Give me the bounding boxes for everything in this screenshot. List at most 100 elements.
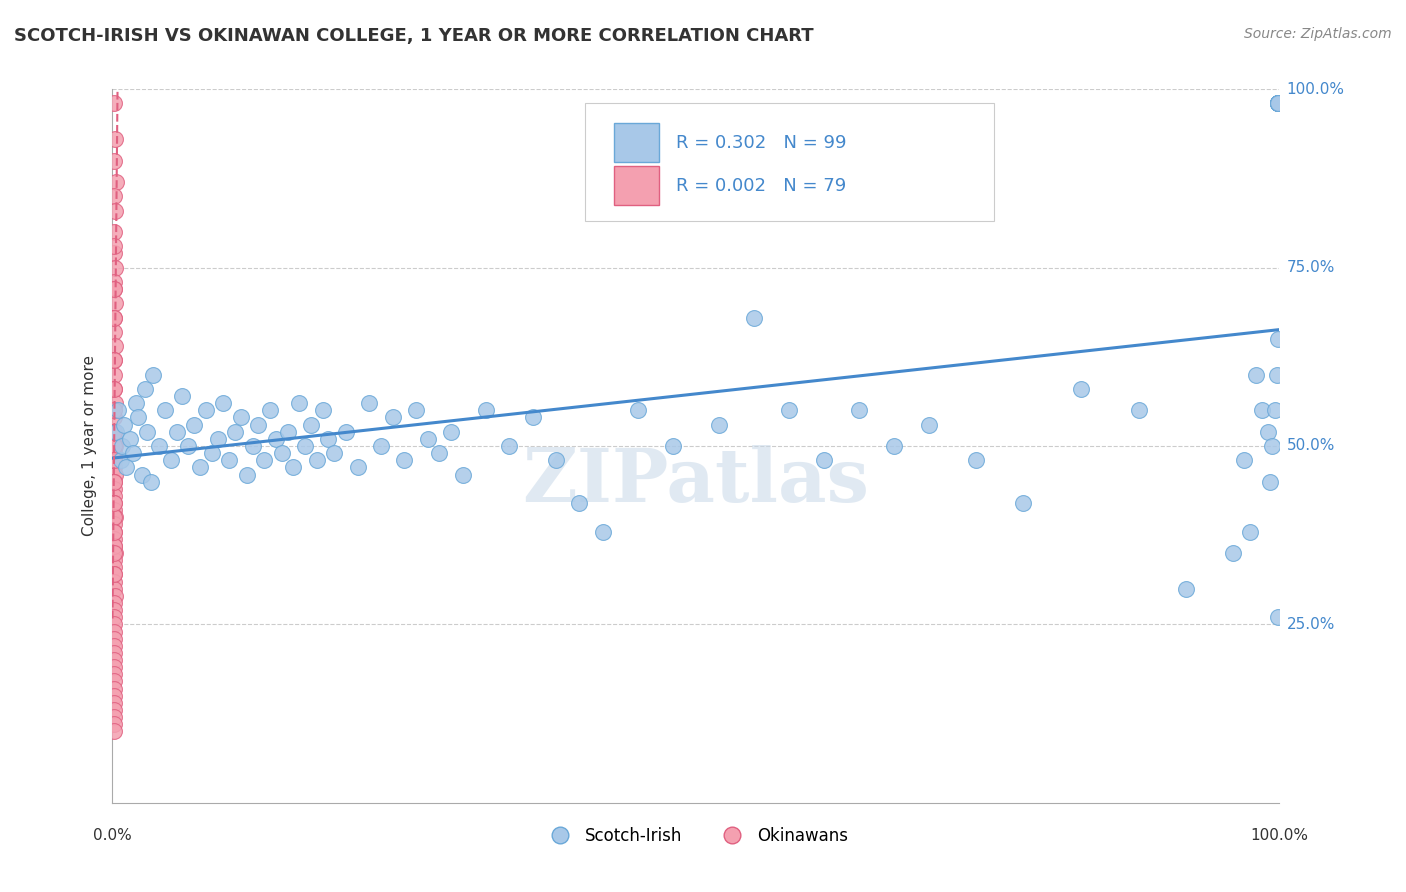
Point [427, 446, 450, 460]
Point [103, 567, 125, 582]
Point [1267, 96, 1289, 111]
Point [160, 453, 183, 467]
Point [142, 368, 165, 382]
Point [235, 467, 257, 482]
Point [1267, 96, 1289, 111]
Point [335, 425, 357, 439]
Point [592, 524, 614, 539]
Point [107, 403, 129, 417]
Point [568, 496, 591, 510]
Point [103, 275, 125, 289]
Point [103, 282, 125, 296]
Point [253, 453, 276, 467]
Point [405, 403, 427, 417]
Point [103, 460, 125, 475]
Point [103, 632, 125, 646]
Point [103, 524, 125, 539]
Point [1070, 382, 1092, 396]
Point [103, 489, 125, 503]
Point [103, 546, 125, 560]
Point [103, 667, 125, 681]
Point [148, 439, 170, 453]
Point [103, 410, 125, 425]
Point [311, 403, 333, 417]
Point [118, 432, 141, 446]
Point [103, 539, 125, 553]
Point [264, 432, 287, 446]
Text: Source: ZipAtlas.com: Source: ZipAtlas.com [1244, 27, 1392, 41]
Point [103, 482, 125, 496]
Point [276, 425, 298, 439]
FancyBboxPatch shape [585, 103, 994, 221]
Point [778, 403, 800, 417]
Point [131, 467, 153, 482]
Point [848, 403, 870, 417]
Point [103, 282, 125, 296]
Point [813, 453, 835, 467]
Point [103, 368, 125, 382]
Point [103, 560, 125, 574]
Text: 0.0%: 0.0% [93, 828, 132, 843]
Point [104, 467, 127, 482]
Point [212, 396, 235, 410]
Point [103, 646, 125, 660]
Point [103, 453, 125, 467]
Point [224, 425, 246, 439]
Text: 25.0%: 25.0% [1286, 617, 1334, 632]
Point [247, 417, 270, 432]
Point [103, 574, 125, 589]
Point [103, 724, 125, 739]
Point [104, 175, 127, 189]
Point [323, 446, 346, 460]
Point [103, 624, 125, 639]
Point [1261, 439, 1284, 453]
Point [744, 310, 766, 325]
Point [103, 689, 125, 703]
Point [522, 410, 544, 425]
Point [103, 475, 125, 489]
Point [294, 439, 316, 453]
Point [103, 353, 125, 368]
Point [103, 496, 125, 510]
Point [103, 553, 125, 567]
Point [103, 382, 125, 396]
Point [1267, 96, 1289, 111]
Point [112, 417, 135, 432]
Point [103, 717, 125, 731]
Point [104, 589, 127, 603]
Point [1244, 368, 1267, 382]
Point [103, 532, 125, 546]
Point [103, 310, 125, 325]
Point [1233, 453, 1256, 467]
Point [103, 310, 125, 325]
Bar [614, 123, 658, 162]
Point [103, 432, 125, 446]
Point [201, 446, 224, 460]
Point [103, 503, 125, 517]
Point [103, 617, 125, 632]
Point [103, 603, 125, 617]
Text: R = 0.302   N = 99: R = 0.302 N = 99 [676, 134, 846, 152]
Point [103, 510, 125, 524]
Point [103, 539, 125, 553]
Point [103, 403, 125, 417]
Point [103, 674, 125, 689]
Point [104, 260, 127, 275]
Point [1251, 403, 1274, 417]
Point [104, 203, 127, 218]
Point [627, 403, 650, 417]
Point [104, 425, 127, 439]
Point [370, 439, 392, 453]
Point [103, 189, 125, 203]
Point [103, 446, 125, 460]
Text: 50.0%: 50.0% [1286, 439, 1334, 453]
Point [103, 660, 125, 674]
Point [166, 425, 188, 439]
Point [103, 325, 125, 339]
Point [1239, 524, 1261, 539]
Point [359, 396, 381, 410]
Point [498, 439, 520, 453]
Point [153, 403, 176, 417]
Point [1222, 546, 1244, 560]
Point [394, 453, 416, 467]
